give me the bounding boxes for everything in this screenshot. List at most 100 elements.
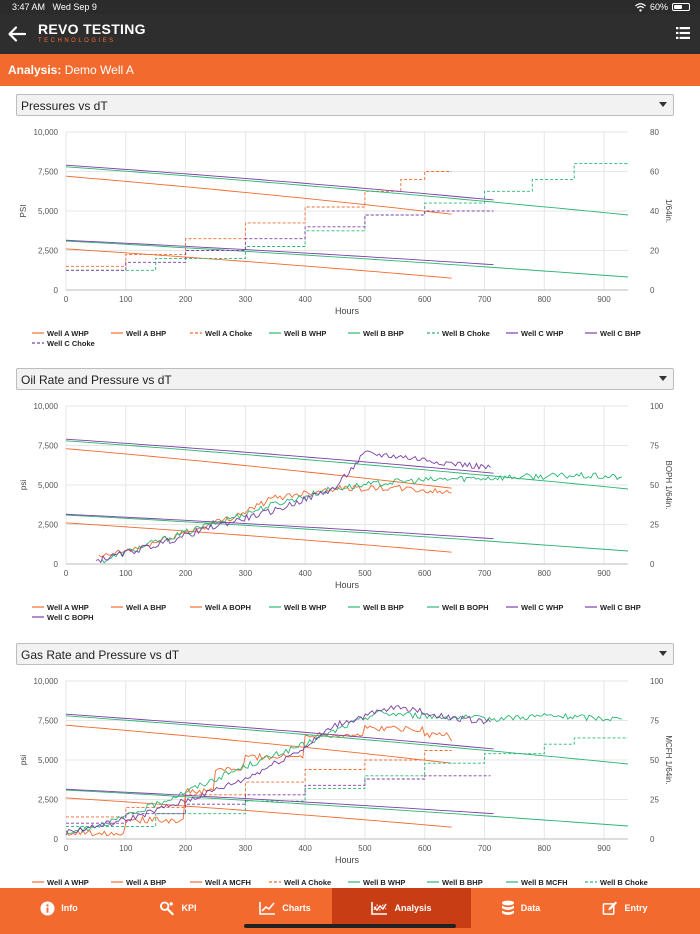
x-tick-label: 800: [538, 844, 552, 853]
series-line-well-b-bhp: [65, 440, 629, 490]
series-line-well-c-whp: [65, 513, 494, 540]
entry-icon: [603, 900, 618, 915]
y-tick-label: 10,000: [34, 128, 59, 137]
legend-label: Well A BHP: [126, 603, 166, 612]
legend-label: Well B Choke: [442, 329, 490, 338]
kpi-icon: [160, 900, 175, 915]
caret-down-icon: [659, 651, 667, 656]
tab-kpi[interactable]: KPI: [118, 888, 238, 928]
chart-select-dropdown[interactable]: Pressures vs dT: [16, 94, 674, 116]
x-axis-title: Hours: [335, 855, 360, 865]
revo-logo: REVO TESTING TECHNOLOGIES: [38, 22, 146, 45]
legend-label: Well C BHP: [600, 603, 641, 612]
status-time: 3:47 AM: [12, 2, 46, 12]
data-icon: [501, 900, 514, 915]
series-line-well-a-choke: [66, 750, 452, 818]
legend-label: Well A BHP: [126, 329, 166, 338]
tab-charts[interactable]: Charts: [238, 888, 332, 928]
x-tick-label: 500: [358, 295, 372, 304]
gas-rate-chart: 0 100 200 300 400 500 600 700 800 90002,5005,0007…: [19, 677, 673, 897]
legend-label: Well B Choke: [600, 878, 648, 887]
x-tick-label: 500: [358, 569, 372, 578]
y2-tick-label: 50: [650, 756, 659, 765]
legend-label: Well A WHP: [47, 878, 89, 887]
tab-label: Info: [61, 903, 78, 913]
x-axis-title: Hours: [335, 306, 360, 316]
y-tick-label: 10,000: [34, 402, 59, 411]
x-tick-label: 900: [597, 844, 611, 853]
series-line-well-a-whp: [65, 522, 452, 553]
y2-axis-title: 1/64in.: [664, 199, 673, 223]
chart-grid: [65, 131, 628, 291]
series-line-well-c-boph: [95, 450, 491, 564]
y-tick-label: 2,500: [38, 521, 59, 530]
tab-info[interactable]: Info: [0, 888, 118, 928]
x-tick-label: 300: [239, 844, 253, 853]
caret-down-icon: [659, 102, 667, 107]
y-tick-label: 2,500: [38, 796, 59, 805]
y2-tick-label: 0: [650, 560, 655, 569]
series-line-well-b-whp: [65, 789, 629, 827]
logo-sub-text: TECHNOLOGIES: [38, 38, 116, 44]
x-tick-label: 600: [418, 844, 432, 853]
chart-legend: Well A WHP Well A BHP Well A Choke Well B W…: [32, 329, 641, 348]
chart-section-pressures: Pressures vs dT 0 100 200 300 400 500 600 700 80…: [0, 92, 700, 362]
series-line-well-c-bhp: [65, 164, 494, 201]
y2-tick-label: 60: [650, 168, 659, 177]
series-line-well-b-mcfh: [65, 709, 623, 834]
bottom-tab-bar: Info KPI Charts Analysis Data: [0, 888, 700, 934]
tab-analysis[interactable]: Analysis: [332, 888, 471, 928]
series-line-well-b-bhp: [65, 166, 629, 216]
x-tick-label: 0: [64, 844, 69, 853]
chart-select-dropdown[interactable]: Oil Rate and Pressure vs dT: [16, 368, 674, 390]
legend-label: Well B BHP: [363, 603, 404, 612]
y-tick-label: 7,500: [38, 442, 59, 451]
chart-legend: Well A WHP Well A BHP Well A BOPH Well B WH…: [32, 603, 641, 622]
legend-label: Well B MCFH: [521, 878, 568, 887]
legend-label: Well A Choke: [205, 329, 252, 338]
x-tick-label: 300: [239, 295, 253, 304]
legend-label: Well C BOPH: [47, 613, 94, 622]
pressures-chart: 0 100 200 300 400 500 600 700 800 90002,5005,0007…: [19, 128, 673, 348]
back-arrow-icon[interactable]: [6, 23, 28, 45]
y2-tick-label: 0: [650, 286, 655, 295]
y2-tick-label: 100: [650, 677, 664, 686]
analysis-well-name: Demo Well A: [64, 63, 134, 77]
x-tick-label: 800: [538, 295, 552, 304]
status-bar: 3:47 AM Wed Sep 9 60%: [0, 0, 700, 14]
oil-rate-chart: 0 100 200 300 400 500 600 700 800 90002,5005,0007…: [19, 402, 673, 622]
legend-label: Well B WHP: [284, 603, 326, 612]
list-menu-icon[interactable]: [676, 26, 690, 40]
x-tick-label: 700: [478, 844, 492, 853]
caret-down-icon: [659, 376, 667, 381]
y-tick-label: 5,000: [38, 481, 59, 490]
analysis-label: Analysis:: [8, 63, 62, 77]
tab-label: Analysis: [394, 903, 432, 913]
dropdown-label: Pressures vs dT: [21, 99, 108, 113]
analysis-bar: Analysis: Demo Well A: [0, 54, 700, 86]
x-tick-label: 700: [478, 295, 492, 304]
legend-label: Well B WHP: [363, 878, 405, 887]
y2-tick-label: 75: [650, 717, 659, 726]
x-tick-label: 600: [418, 569, 432, 578]
legend-label: Well A WHP: [47, 603, 89, 612]
y2-tick-label: 20: [650, 247, 659, 256]
legend-label: Well B BOPH: [442, 603, 489, 612]
series-line-well-a-choke: [66, 171, 452, 267]
tab-entry[interactable]: Entry: [570, 888, 680, 928]
series-line-well-a-bhp: [65, 448, 452, 489]
chart-select-dropdown[interactable]: Gas Rate and Pressure vs dT: [16, 643, 674, 665]
tab-data[interactable]: Data: [471, 888, 570, 928]
x-tick-label: 600: [418, 295, 432, 304]
x-tick-label: 100: [119, 569, 133, 578]
x-tick-label: 0: [64, 295, 69, 304]
x-tick-label: 400: [298, 569, 312, 578]
series-line-well-c-whp: [65, 239, 494, 266]
series-line-well-a-whp: [65, 248, 452, 279]
y-axis-title: psi: [19, 480, 28, 490]
y-tick-label: 5,000: [38, 756, 59, 765]
x-tick-label: 100: [119, 844, 133, 853]
legend-label: Well A BHP: [126, 878, 166, 887]
x-tick-label: 300: [239, 569, 253, 578]
y-tick-label: 10,000: [34, 677, 59, 686]
